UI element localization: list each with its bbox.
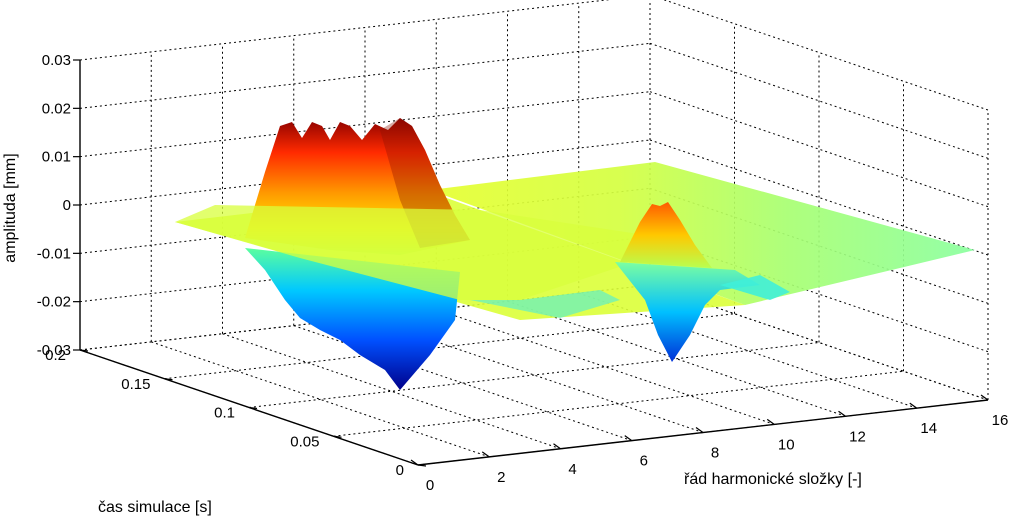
y-axis-label: čas simulace [s] <box>98 499 212 516</box>
y-tick-label: 0.05 <box>290 433 319 450</box>
x-axis-label: řád harmonické složky [-] <box>684 471 862 488</box>
x-tick-label: 4 <box>568 461 576 478</box>
x-tick-mark <box>766 418 775 425</box>
y-tick-mark <box>164 378 173 381</box>
back-wall-grid-line <box>79 91 651 158</box>
z-tick-label: -0.03 <box>37 342 71 359</box>
x-tick-label: 6 <box>640 453 648 470</box>
x-tick-mark <box>624 435 633 442</box>
y-tick-mark <box>417 464 427 467</box>
surface-peak-small <box>620 202 712 268</box>
x-tick-label: 2 <box>497 469 505 486</box>
surface-cyan-strip <box>470 290 620 318</box>
z-tick-label: 0.02 <box>42 100 71 117</box>
surface-plot <box>175 118 975 390</box>
floor-grid-line <box>164 313 735 380</box>
surface-front-band <box>175 205 645 300</box>
surface-flat-sheet-far <box>430 162 975 305</box>
x-tick-label: 12 <box>849 428 866 445</box>
y-tick-mark <box>248 406 258 410</box>
x-tick-mark <box>553 443 561 450</box>
y-tick-mark <box>333 435 342 438</box>
y-tick-label: 0 <box>396 462 404 479</box>
x-tick-mark <box>695 427 704 433</box>
x-tick-label: 8 <box>711 445 719 462</box>
x-tick-mark <box>909 402 918 409</box>
y-tick-label: 0.15 <box>121 376 150 393</box>
z-tick-label: 0 <box>63 197 71 214</box>
z-tick-label: 0.03 <box>42 52 71 69</box>
x-tick-label: 16 <box>992 412 1009 429</box>
x-axis-ticks: 0 2 4 6 8 10 12 14 16 <box>410 394 1009 494</box>
surface-cyan-edge <box>720 275 790 300</box>
x-tick-mark <box>410 459 419 466</box>
z-tick-label: -0.02 <box>37 294 71 311</box>
side-wall-grid-line <box>663 0 989 111</box>
x-tick-mark <box>481 451 490 458</box>
z-axis-ticks: -0.03 -0.02 -0.01 0 0.01 0.02 0.03 <box>37 52 80 359</box>
back-wall-grid-line <box>79 0 611 61</box>
y-axis-ticks: 0 0.05 0.1 0.15 0.2 <box>45 347 427 479</box>
y-tick-label: 0.1 <box>214 405 235 422</box>
y-tick-label: 0.2 <box>45 347 66 364</box>
x-tick-label: 0 <box>426 477 434 494</box>
z-tick-label: 0.01 <box>42 149 71 166</box>
x-tick-mark <box>980 394 989 401</box>
y-tick-mark <box>79 349 89 352</box>
x-tick-label: 10 <box>778 436 795 453</box>
floor-grid-line <box>333 370 904 437</box>
floor-grid-line <box>248 342 820 408</box>
back-wall-grid-line <box>79 42 651 109</box>
x-tick-mark <box>838 410 846 417</box>
surface-trough-small <box>615 262 760 362</box>
floor-grid-line <box>436 308 775 425</box>
x-tick-label: 14 <box>920 420 937 437</box>
z-axis-label: amplituda [mm] <box>2 153 19 262</box>
z-tick-label: -0.01 <box>37 245 71 262</box>
